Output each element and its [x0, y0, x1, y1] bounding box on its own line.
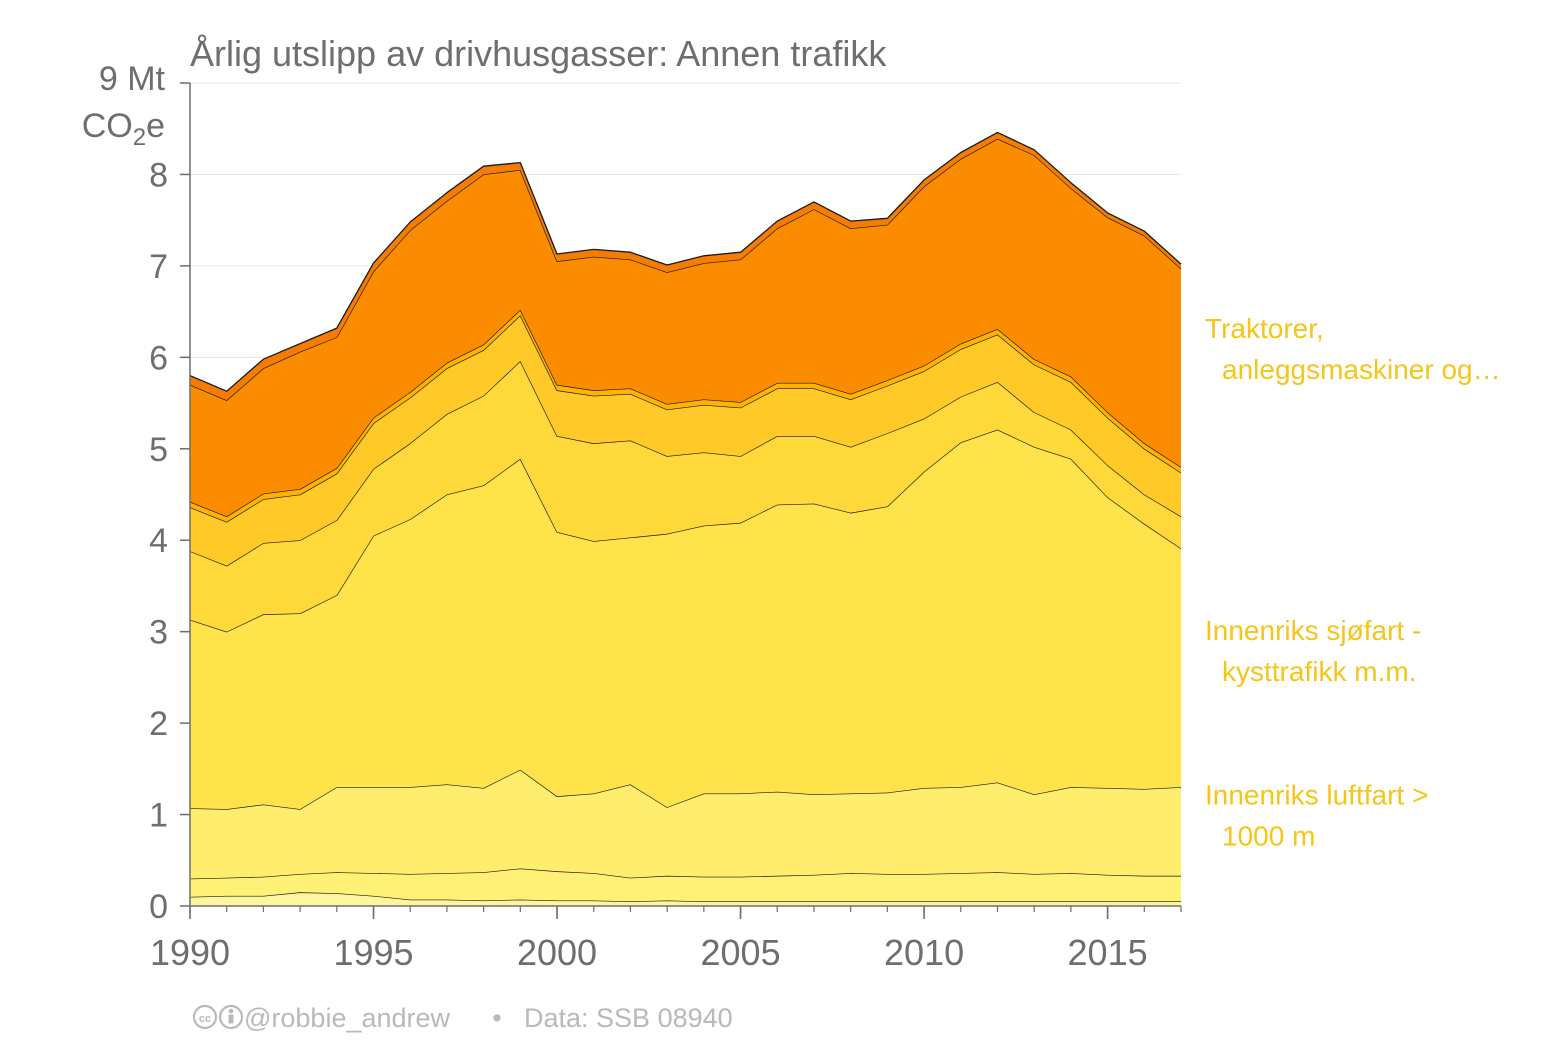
y-tick-label: 7	[149, 248, 168, 286]
credit-line: cc @robbie_andrew • Data: SSB 08940	[192, 1003, 733, 1033]
y-unit-mt: Mt	[127, 60, 165, 98]
y-unit-co2e: CO2e	[82, 107, 165, 151]
chart-title: Årlig utslipp av drivhusgasser: Annen tr…	[190, 33, 887, 74]
area-series	[190, 892, 1181, 906]
area-series	[190, 315, 1181, 566]
credit-handle: @robbie_andrew	[244, 1003, 451, 1033]
series-label: 1000 m	[1222, 821, 1315, 852]
x-tick-label: 2005	[701, 932, 781, 973]
series-label: Traktorer,	[1205, 313, 1324, 344]
y-tick-label: 4	[149, 522, 168, 560]
series-label: Innenriks sjøfart -	[1205, 615, 1421, 646]
data-source: Data: SSB 08940	[524, 1003, 733, 1033]
x-tick-label: 2010	[884, 932, 964, 973]
cc-icon: cc	[192, 1004, 218, 1030]
area-series	[190, 868, 1181, 902]
area-series	[190, 138, 1181, 517]
x-tick-label: 2015	[1068, 932, 1148, 973]
series-label: kysttrafikk m.m.	[1222, 656, 1416, 687]
y-tick-label: 8	[149, 156, 168, 194]
attribution-icon	[218, 1004, 244, 1030]
area-series	[190, 309, 1181, 522]
y-tick-label: 6	[149, 339, 168, 377]
credit-separator: •	[492, 1003, 501, 1033]
y-unit-top-tick: 9	[99, 60, 118, 98]
y-unit-label: 9 Mt	[99, 60, 166, 98]
x-tick-label: 2000	[517, 932, 597, 973]
y-tick-label: 5	[149, 431, 168, 469]
area-series	[190, 132, 1181, 401]
area-series	[190, 429, 1181, 810]
x-tick-label: 1995	[333, 932, 413, 973]
direct-labels: Traktorer, anleggsmaskiner og… Innenriks s…	[1205, 313, 1501, 851]
area-series	[190, 361, 1181, 632]
series-label: Innenriks luftfart >	[1205, 780, 1428, 811]
series-label: anleggsmaskiner og…	[1222, 354, 1501, 385]
y-tick-label: 1	[149, 797, 168, 835]
y-tick-label: 3	[149, 614, 168, 652]
axes: 0 1 2 3 4 5 6 7 8 1990 1995 2000 2005 2010 2015	[149, 82, 1182, 973]
y-tick-label: 2	[149, 705, 168, 743]
area-boundary-line	[189, 131, 1182, 392]
y-tick-label: 0	[149, 888, 168, 926]
stacked-areas	[189, 131, 1182, 906]
x-tick-label: 1990	[150, 932, 230, 973]
svg-text:cc: cc	[199, 1013, 211, 1025]
area-series	[190, 769, 1181, 879]
